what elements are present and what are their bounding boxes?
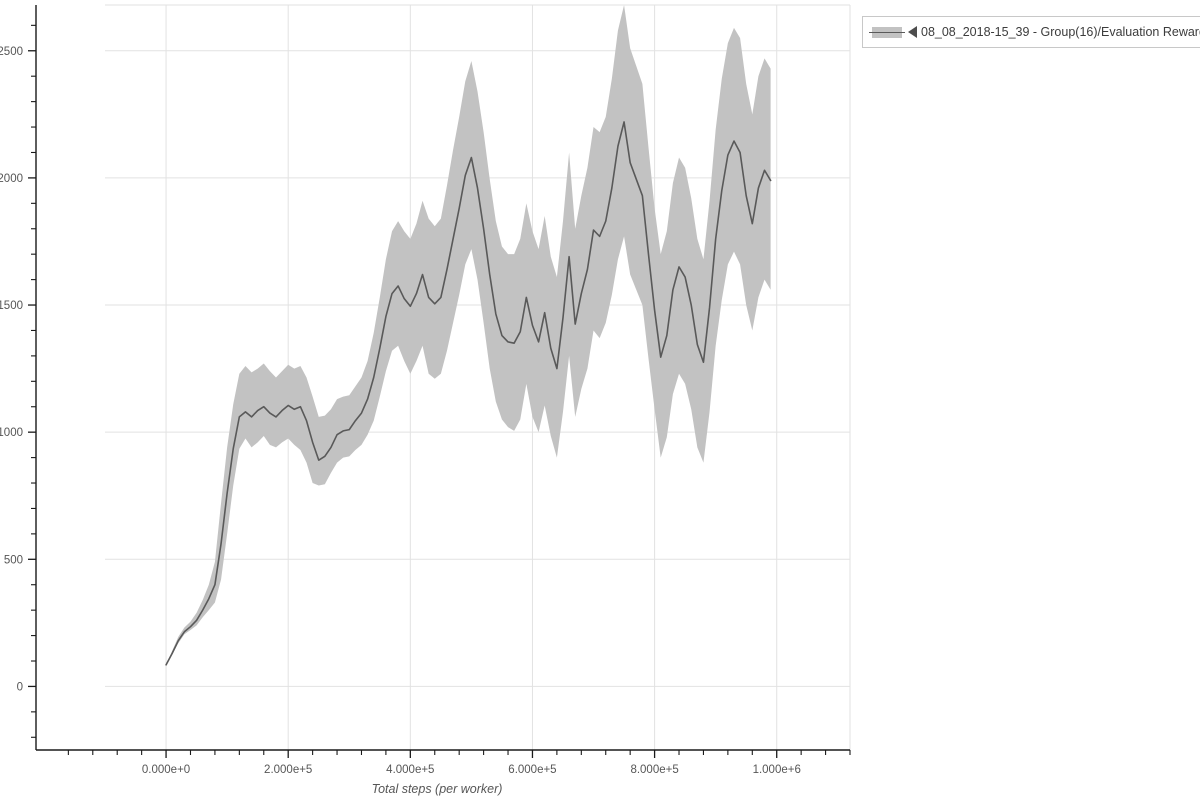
legend-band-swatch [869, 25, 905, 40]
y-tick-label: 2000 [0, 173, 23, 185]
triangle-left-icon[interactable] [908, 26, 917, 38]
legend-series-label: 08_08_2018-15_39 - Group(16)/Evaluation … [921, 24, 1200, 39]
y-tick-label: 2500 [0, 46, 23, 58]
x-tick-label: 1.000e+6 [753, 764, 801, 776]
x-tick-label: 8.000e+5 [630, 764, 678, 776]
y-tick-label: 500 [4, 554, 23, 566]
x-tick-label: 4.000e+5 [386, 764, 434, 776]
x-tick-label: 0.000e+0 [142, 764, 190, 776]
mean-line [165, 121, 772, 666]
y-tick-label: 1500 [0, 300, 23, 312]
confidence-band [166, 5, 771, 665]
x-axis-ticks: 0.000e+0 2.000e+5 4.000e+5 6.000e+5 8.000e+5… [67, 750, 851, 776]
chart-axes [35, 5, 850, 751]
y-axis-ticks: 0 500 1000 1500 2000 2500 [0, 24, 36, 738]
y-tick-label: 0 [17, 681, 23, 693]
plot-frame [105, 4, 851, 750]
x-tick-label: 2.000e+5 [264, 764, 312, 776]
y-tick-label: 1000 [0, 427, 23, 439]
x-tick-label: 6.000e+5 [508, 764, 556, 776]
chart-legend[interactable]: 08_08_2018-15_39 - Group(16)/Evaluation … [862, 16, 1200, 48]
x-axis-title: Total steps (per worker) [372, 782, 503, 796]
